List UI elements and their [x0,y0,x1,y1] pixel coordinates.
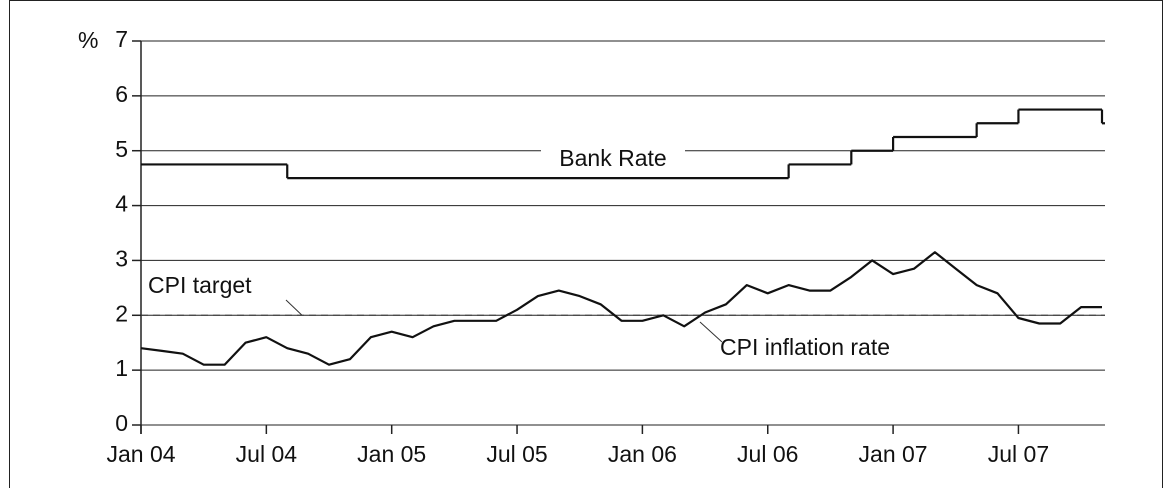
y-tick-label: 7 [115,26,128,52]
target-label: CPI target [148,272,252,298]
x-tick-label: Jan 04 [106,441,175,467]
x-tick-label: Jan 05 [357,441,426,467]
x-tick-label: Jul 07 [988,441,1049,467]
y-tick-label: 5 [115,136,128,162]
y-tick-label: 1 [115,355,128,381]
leader-line [699,321,723,343]
y-axis-label: % [78,27,98,53]
y-tick-label: 3 [115,246,128,272]
y-tick-label: 6 [115,81,128,107]
x-tick-label: Jan 07 [859,441,928,467]
y-tick-label: 4 [115,191,128,217]
series-label: CPI inflation rate [720,334,890,360]
frame [9,0,1163,488]
y-tick-label: 0 [115,410,128,436]
label-bg [541,145,685,175]
cpi-line [140,251,1102,366]
y-tick-label: 2 [115,300,128,326]
x-tick-label: Jul 04 [236,441,298,467]
x-tick-label: Jul 05 [486,441,547,467]
x-tick-label: Jul 06 [737,441,798,467]
leader-line [285,299,303,316]
series-label: Bank Rate [559,145,666,171]
x-tick-label: Jan 06 [608,441,677,467]
